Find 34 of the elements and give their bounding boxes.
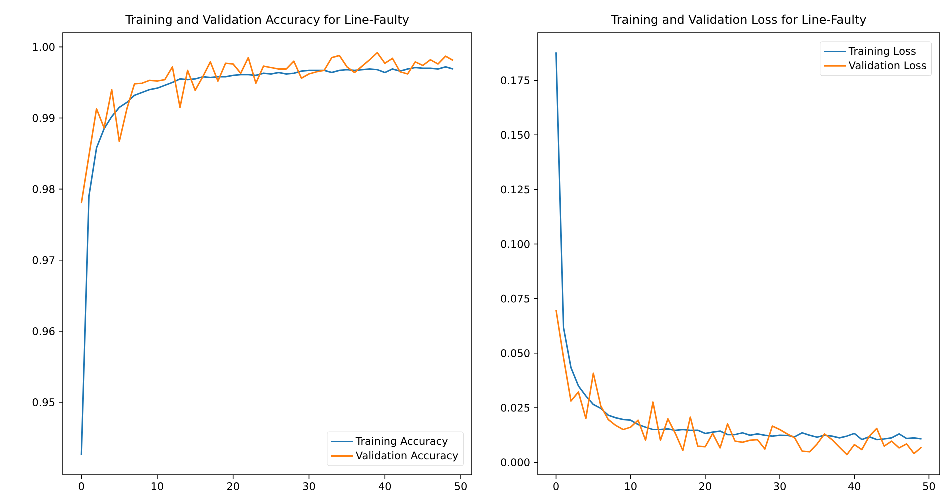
y-tick-label: 0.98 [32,185,55,194]
line-series [80,52,454,204]
legend-label: Training Loss [848,47,916,58]
legend-label: Validation Loss [848,61,926,70]
y-tick-label: 0.075 [501,294,530,303]
y-tick-label: 0.000 [501,458,530,466]
x-tick-label: 20 [700,482,712,490]
x-tick-label: 10 [152,482,164,490]
chart-title: Training and Validation Loss for Line-Faulty [611,14,866,26]
x-tick-label: 30 [303,482,316,490]
y-tick-label: 0.96 [32,327,55,336]
y-tick-label: 0.050 [501,349,530,358]
x-tick-label: 0 [554,482,559,490]
y-tick-label: 0.97 [32,256,55,264]
x-tick-label: 40 [378,482,392,490]
x-tick-label: 10 [625,482,637,490]
x-tick-label: 40 [848,482,861,490]
x-tick-label: 20 [227,482,240,490]
x-tick-label: 50 [455,482,467,490]
legend-label: Validation Accuracy [356,452,458,462]
y-tick-label: 0.95 [32,398,55,406]
x-tick-label: 0 [78,482,84,490]
legend-label: Training Accuracy [356,437,448,448]
y-tick-label: 0.125 [501,186,530,194]
y-tick-label: 0.025 [501,404,530,412]
y-tick-label: 0.175 [501,76,530,85]
y-tick-label: 0.150 [501,131,530,140]
x-tick-label: 30 [774,482,786,490]
y-tick-label: 0.99 [32,114,55,122]
chart-title: Training and Validation Accuracy for Line-Faulty [126,14,410,26]
y-tick-label: 0.100 [501,240,530,248]
x-tick-label: 50 [923,482,936,490]
y-tick-label: 1.00 [33,43,55,52]
line-series [556,309,922,456]
